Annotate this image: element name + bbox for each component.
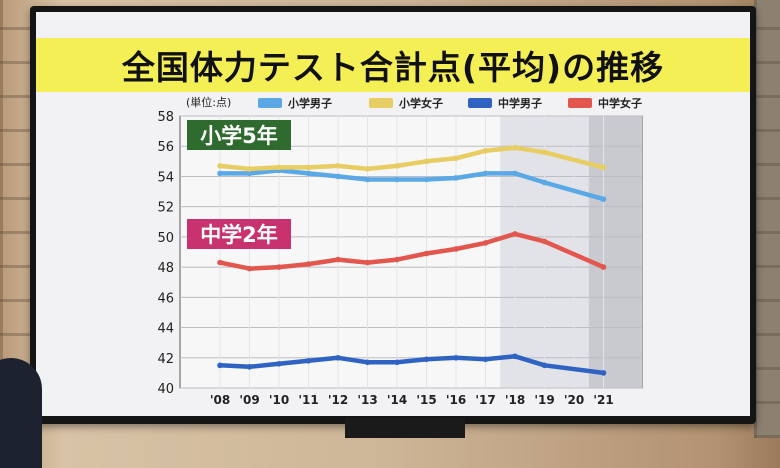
badge-elementary-bg: [187, 120, 291, 150]
data-point: [335, 163, 341, 169]
data-point: [394, 176, 400, 183]
badge-junior-high-label: 中学2年: [200, 223, 278, 247]
badge-junior-high-bg: [187, 219, 291, 249]
data-point: [512, 231, 518, 237]
presenter-shoulder: [0, 358, 42, 468]
title-band: 全国体力テスト合計点(平均)の推移: [36, 38, 750, 92]
legend-label: 中学女子: [598, 96, 642, 110]
x-tick-label: '13: [357, 393, 377, 407]
x-tick-label: '09: [239, 393, 259, 407]
data-point: [453, 175, 459, 181]
data-point: [541, 149, 548, 156]
x-tick-label: '15: [416, 393, 436, 407]
data-point: [423, 176, 430, 183]
data-point: [482, 147, 489, 154]
legend-swatch: [369, 98, 393, 108]
data-point: [364, 176, 371, 183]
legend-swatch: [258, 98, 282, 108]
data-point: [217, 259, 223, 266]
shaded-region-end: [588, 116, 642, 388]
data-point: [541, 362, 548, 369]
x-tick-label: '10: [269, 393, 289, 407]
x-tick-label: '18: [505, 393, 525, 407]
data-point: [246, 166, 253, 172]
x-tick-label: '11: [298, 393, 318, 407]
data-point: [305, 170, 312, 177]
data-point: [305, 261, 312, 267]
y-tick-label: 58: [157, 110, 174, 125]
x-tick-label: '21: [593, 393, 613, 407]
y-tick-label: 48: [157, 261, 174, 276]
data-point: [246, 364, 253, 370]
data-point: [394, 256, 400, 263]
data-point: [276, 264, 282, 270]
data-point: [453, 155, 459, 162]
y-tick-label: 46: [157, 291, 174, 306]
data-point: [305, 358, 312, 364]
x-tick-label: '14: [387, 393, 407, 407]
data-point: [335, 256, 341, 263]
data-point: [335, 354, 341, 361]
data-point: [217, 163, 223, 169]
wall-lattice-right: [754, 0, 780, 438]
y-tick-label: 54: [157, 170, 174, 185]
x-tick-label: '16: [446, 393, 466, 407]
data-point: [394, 359, 400, 366]
y-tick-label: 50: [157, 231, 174, 246]
data-point: [600, 196, 607, 202]
unit-label: (単位:点): [186, 95, 231, 109]
data-point: [364, 166, 371, 172]
data-point: [423, 250, 430, 257]
studio-background: [0, 0, 780, 438]
badge-elementary-label: 小学5年: [200, 124, 278, 148]
data-point: [423, 158, 430, 165]
data-point: [541, 179, 548, 186]
tv-monitor: 全国体力テスト合計点(平均)の推移 40 42 44 46 48 50 52 54 56 58 '0…: [30, 6, 756, 424]
data-point: [276, 361, 282, 367]
x-tick-label: '08: [210, 393, 230, 407]
data-point: [512, 353, 518, 360]
data-point: [453, 354, 459, 361]
data-point: [364, 259, 371, 266]
data-point: [482, 240, 489, 246]
data-point: [246, 265, 253, 272]
data-point: [276, 164, 282, 171]
legend-label: 小学男子: [287, 96, 332, 110]
data-point: [394, 163, 400, 169]
y-tick-label: 44: [157, 322, 174, 337]
data-point: [600, 164, 607, 171]
y-tick-label: 56: [157, 140, 174, 155]
legend-swatch: [468, 98, 492, 108]
x-tick-label: '17: [475, 393, 495, 407]
y-tick-label: 40: [157, 382, 174, 397]
data-point: [482, 356, 489, 363]
data-point: [305, 164, 312, 171]
data-point: [364, 359, 371, 366]
tv-screen: 全国体力テスト合計点(平均)の推移 40 42 44 46 48 50 52 54 56 58 '0…: [36, 12, 750, 416]
data-point: [512, 144, 518, 151]
y-tick-label: 42: [157, 352, 174, 367]
data-point: [217, 170, 223, 177]
data-point: [335, 173, 341, 180]
x-tick-label: '20: [564, 393, 584, 407]
chart-title: 全国体力テスト合計点(平均)の推移: [121, 48, 665, 87]
data-point: [217, 362, 223, 369]
tv-stand: [345, 418, 465, 438]
legend-label: 小学女子: [398, 96, 443, 110]
data-point: [600, 370, 607, 376]
x-tick-label: '19: [534, 393, 554, 407]
legend-swatch: [568, 98, 592, 108]
legend-label: 中学男子: [498, 96, 542, 110]
data-point: [482, 170, 489, 177]
data-point: [246, 170, 253, 177]
data-point: [600, 264, 607, 270]
y-tick-label: 52: [157, 201, 174, 216]
line-chart: 40 42 44 46 48 50 52 54 56 58 '08 '09 '10 '11 '12 '13 '1…: [157, 95, 643, 407]
data-point: [512, 170, 518, 177]
data-point: [453, 246, 459, 252]
data-point: [541, 238, 548, 245]
x-tick-label: '12: [328, 393, 348, 407]
data-point: [423, 356, 430, 363]
